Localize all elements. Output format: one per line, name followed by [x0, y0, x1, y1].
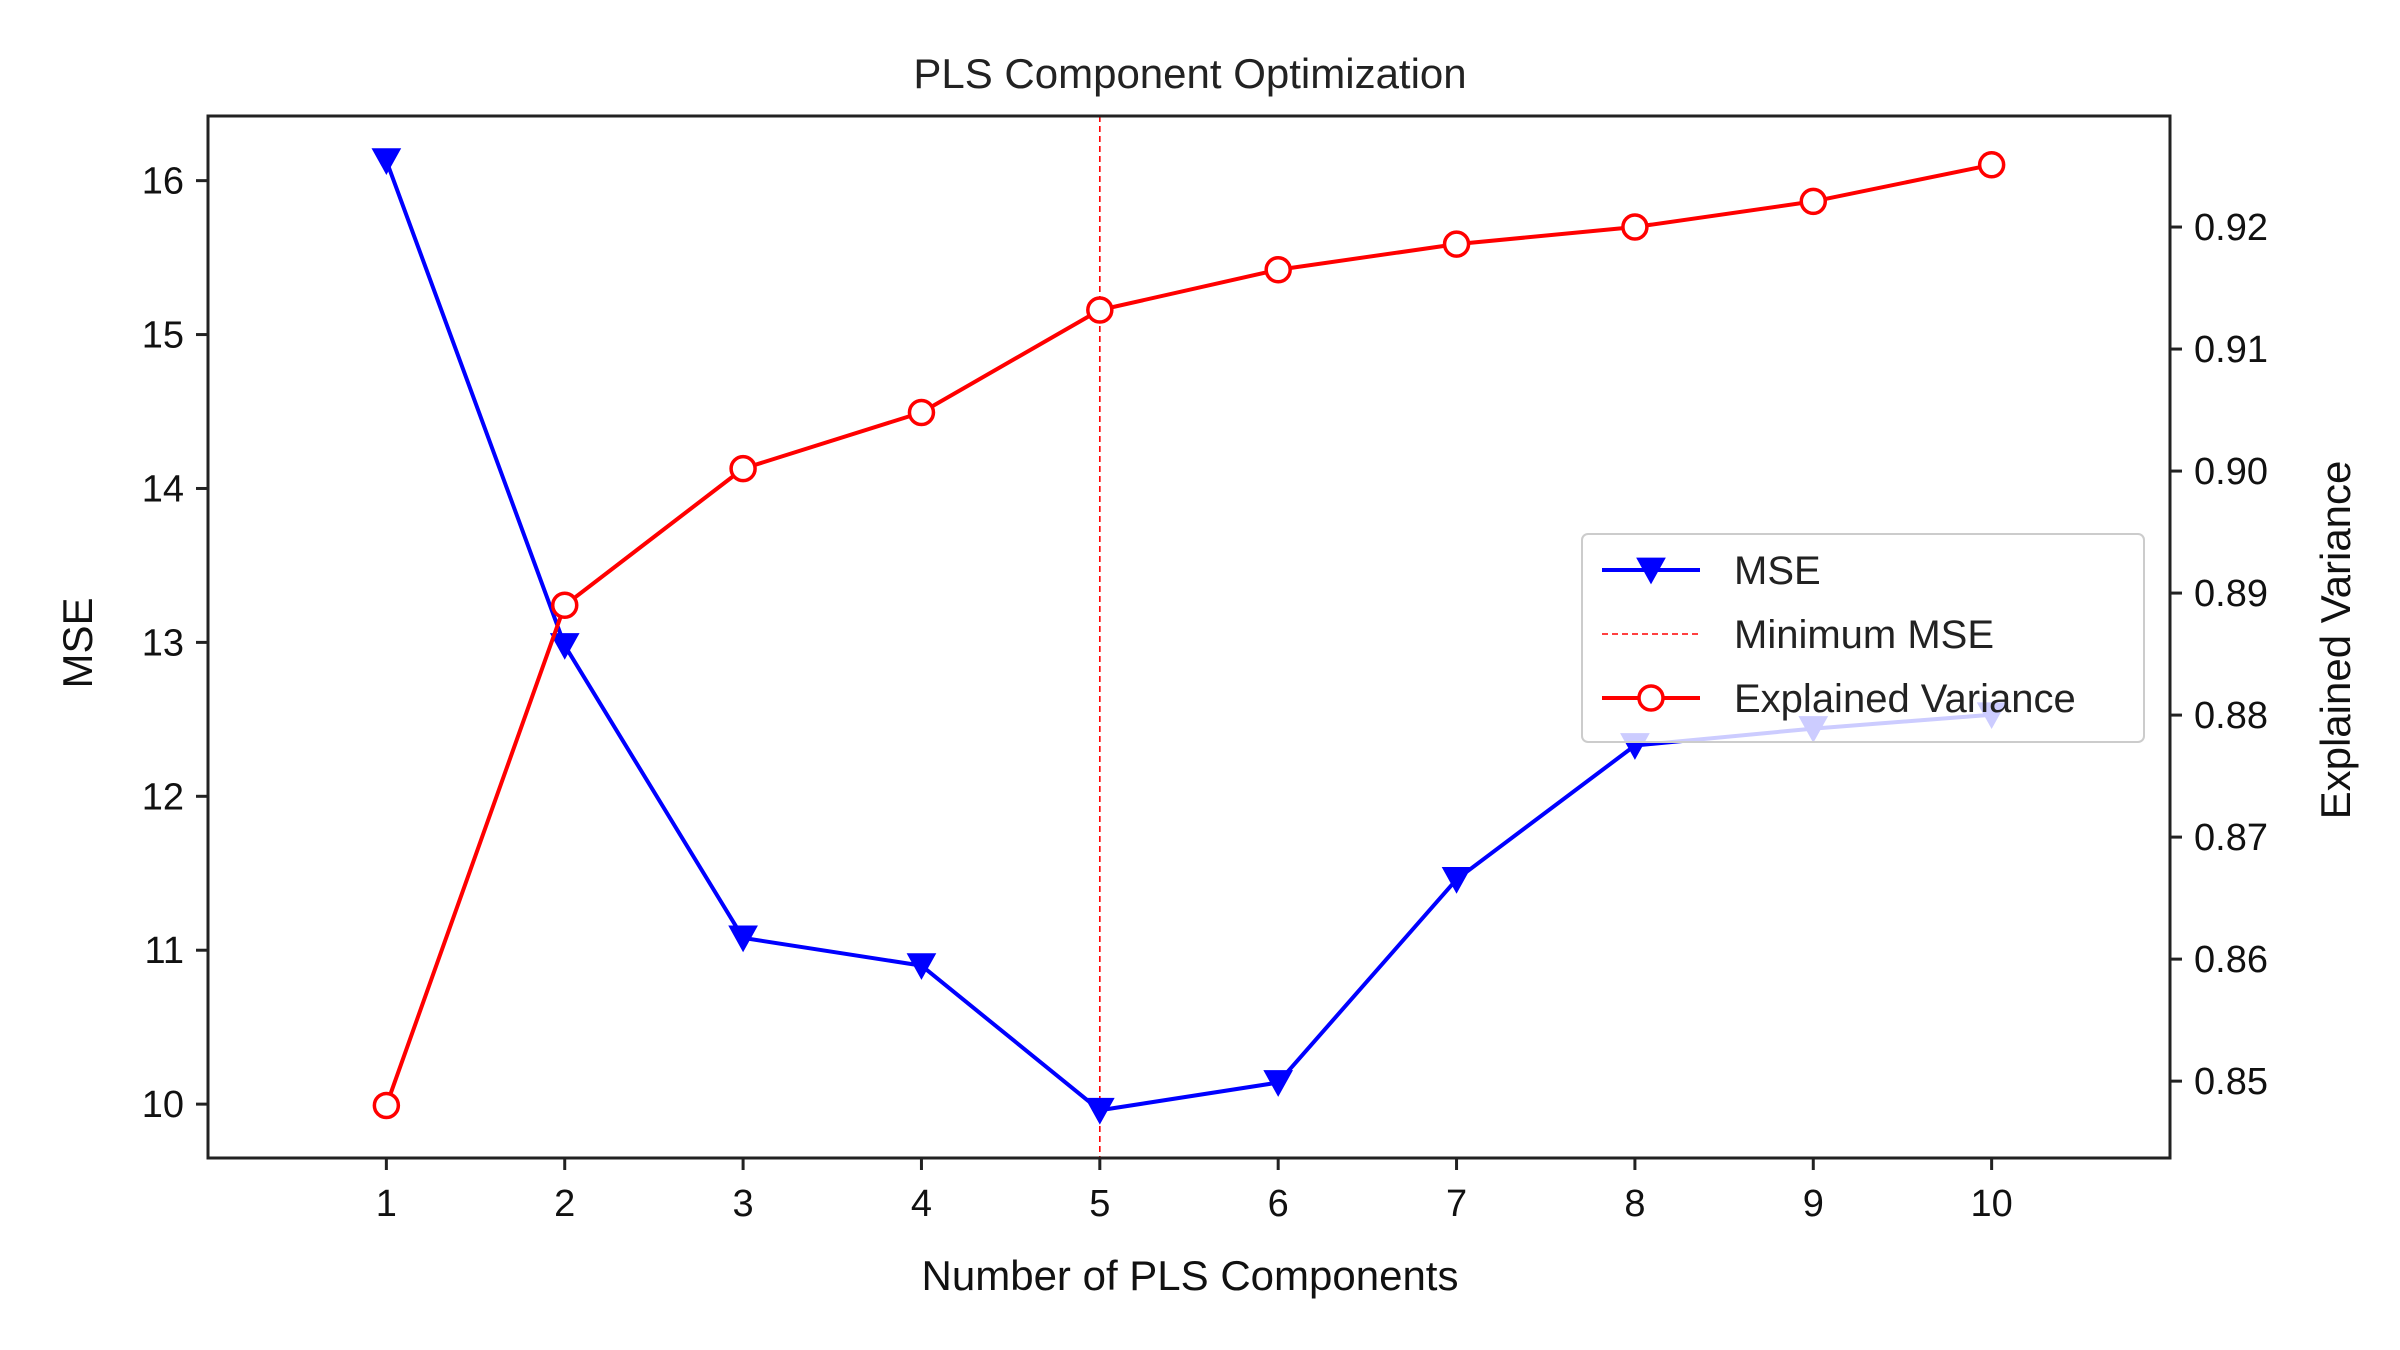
- x-axis-title: Number of PLS Components: [922, 1252, 1459, 1299]
- y2-tick-label: 0.91: [2194, 329, 2268, 371]
- legend-label: Minimum MSE: [1734, 613, 1994, 657]
- y-tick-label: 10: [142, 1084, 184, 1126]
- y-tick-label: 16: [142, 161, 184, 203]
- plot-frame: [206, 114, 2172, 1160]
- legend-box: [1581, 533, 2145, 743]
- x-tick-label: 9: [1803, 1183, 1824, 1225]
- explained-variance-point: [1264, 255, 1292, 284]
- axes: 1 2 3 4 5 6 7 8 9 10101112131415160.850.860.870.8…: [142, 114, 2268, 1225]
- y-axis-title: MSE: [54, 597, 101, 688]
- legend-swatch-mse-marker: [1636, 557, 1666, 585]
- mse-point: [1263, 1070, 1294, 1097]
- explained-variance-point: [1442, 230, 1471, 258]
- y2-tick-label: 0.92: [2194, 207, 2268, 249]
- y2-axis-title: Explained Variance: [2312, 461, 2359, 820]
- x-tick-label: 2: [554, 1183, 575, 1225]
- legend-swatch-explained-variance-marker: [1637, 684, 1665, 712]
- mse-point: [371, 148, 402, 175]
- explained-variance-point: [729, 454, 757, 483]
- x-tick-label: 3: [733, 1183, 754, 1225]
- x-tick-label: 8: [1624, 1183, 1645, 1225]
- mse-point: [1084, 1097, 1115, 1125]
- x-tick-label: 7: [1446, 1183, 1467, 1225]
- explained-variance-point: [1086, 296, 1114, 324]
- explained-variance-point: [550, 591, 579, 620]
- mse-point: [1441, 867, 1472, 894]
- y2-tick-label: 0.86: [2194, 939, 2268, 981]
- y2-tick-label: 0.88: [2194, 695, 2268, 737]
- mse-point: [549, 633, 580, 660]
- y-tick-label: 14: [142, 468, 184, 510]
- y2-tick-label: 0.87: [2194, 817, 2268, 859]
- chart-title: PLS Component Optimization: [913, 50, 1466, 97]
- y2-tick-label: 0.85: [2194, 1061, 2268, 1103]
- y2-tick-label: 0.89: [2194, 573, 2268, 615]
- y2-tick-label: 0.90: [2194, 451, 2268, 493]
- explained-variance-point: [907, 398, 936, 427]
- x-tick-label: 5: [1089, 1183, 1110, 1225]
- mse-point: [906, 953, 937, 980]
- explained-variance-point: [1799, 187, 1828, 216]
- y-tick-label: 15: [142, 315, 184, 357]
- y-tick-label: 13: [142, 622, 184, 664]
- explained-variance-point: [1977, 151, 2006, 179]
- explained-variance-point: [372, 1091, 401, 1120]
- x-tick-label: 10: [1970, 1183, 2012, 1225]
- mse-point: [728, 925, 758, 953]
- plot-area: [371, 116, 2007, 1158]
- y-tick-label: 12: [142, 776, 184, 818]
- legend-label: MSE: [1734, 549, 1821, 593]
- x-tick-label: 6: [1268, 1183, 1289, 1225]
- legend: MSE Minimum MSE Explained Variance: [1581, 533, 2145, 743]
- x-tick-label: 1: [376, 1183, 397, 1225]
- explained-variance-line: [384, 162, 1993, 1107]
- explained-variance-point: [1621, 213, 1649, 241]
- legend-label: Explained Variance: [1734, 677, 2076, 721]
- y-tick-label: 11: [145, 930, 184, 972]
- x-tick-label: 4: [911, 1183, 932, 1225]
